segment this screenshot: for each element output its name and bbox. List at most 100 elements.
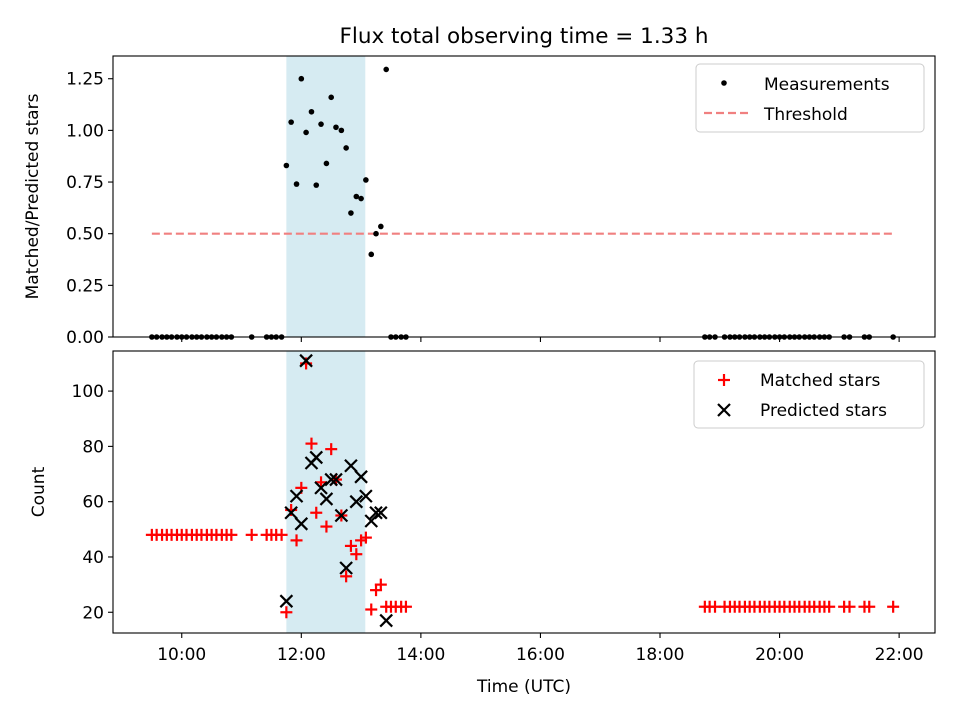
matched-star-point — [350, 548, 363, 561]
measurement-point — [348, 210, 354, 216]
measurement-point — [343, 145, 349, 151]
top-legend: Measurements Threshold — [695, 63, 925, 133]
measurement-point — [288, 119, 294, 125]
measurement-point — [303, 129, 309, 136]
bottom-y-tick-label: 60 — [82, 493, 104, 513]
legend-threshold-label: Threshold — [763, 105, 848, 125]
predicted-star-point — [299, 353, 313, 368]
measurement-point — [363, 177, 369, 183]
top-legend-box — [695, 63, 925, 133]
measurement-point — [318, 121, 324, 127]
top-y-tick-label: 0.00 — [66, 328, 104, 348]
bottom-x-ticks: 10:00 12:00 14:00 16:00 18:00 20:00 22:00 — [157, 633, 924, 665]
predicted-star-point — [324, 472, 338, 487]
measurement-point — [353, 193, 360, 200]
predicted-star-point — [369, 505, 383, 520]
matched-star-point — [340, 570, 353, 583]
top-axes-frame — [112, 55, 936, 338]
top-shaded-span — [286, 56, 366, 337]
top-y-tick-label: 0.50 — [66, 225, 104, 245]
predicted-star-point — [289, 489, 304, 503]
legend-predicted-marker — [717, 403, 731, 417]
matched-star-point — [863, 600, 876, 613]
matched-star-point — [365, 603, 378, 616]
bottom-x-tick-label: 22:00 — [875, 645, 924, 665]
predicted-star-point — [344, 458, 358, 473]
bottom-y-tick-label: 40 — [82, 548, 104, 568]
bottom-x-tick-label: 16:00 — [516, 645, 565, 665]
matched-star-point — [225, 528, 238, 541]
predicted-star-point — [334, 508, 349, 523]
measurement-point — [383, 66, 390, 73]
matched-star-point — [887, 600, 900, 613]
predicted-stars-points — [279, 353, 393, 628]
predicted-star-point — [279, 594, 294, 608]
predicted-star-point — [309, 450, 324, 465]
matched-star-point — [280, 606, 293, 619]
measurement-point — [373, 230, 379, 237]
matched-star-point — [374, 578, 387, 591]
measurement-point — [293, 181, 300, 187]
matched-star-point — [823, 600, 836, 613]
bottom-legend-box — [693, 360, 925, 429]
measurement-point — [308, 108, 315, 115]
figure-title: Flux total observing time = 1.33 h — [340, 24, 709, 49]
measurement-point — [368, 251, 375, 258]
measurement-point — [358, 195, 364, 202]
bottom-legend: Matched stars Predicted stars — [693, 360, 925, 429]
matched-star-point — [275, 528, 288, 541]
top-y-tick-label: 1.00 — [66, 121, 104, 141]
matched-star-point — [320, 520, 333, 533]
measurement-point — [338, 127, 345, 134]
bottom-axes-frame — [112, 350, 936, 634]
predicted-star-point — [359, 489, 373, 503]
top-y-tick-label: 0.25 — [66, 276, 104, 296]
measurement-point — [283, 162, 290, 169]
predicted-star-point — [284, 505, 298, 520]
matched-star-point — [325, 443, 338, 456]
predicted-star-point — [374, 505, 388, 520]
legend-measurements-label: Measurements — [764, 75, 890, 95]
legend-matched-marker — [718, 374, 730, 386]
measurement-point — [313, 182, 320, 188]
bottom-x-tick-label: 14:00 — [396, 645, 445, 665]
bottom-x-tick-label: 18:00 — [636, 645, 685, 665]
top-y-tick-label: 0.75 — [66, 173, 104, 193]
predicted-star-point — [314, 481, 328, 495]
predicted-star-point — [349, 494, 364, 509]
bottom-y-axis-label: Count — [29, 466, 49, 517]
matched-star-point — [245, 528, 258, 541]
bottom-x-tick-label: 20:00 — [755, 645, 804, 665]
bottom-y-tick-label: 80 — [82, 437, 104, 457]
legend-matched-label: Matched stars — [760, 371, 880, 391]
bottom-y-tick-label: 100 — [72, 382, 104, 402]
top-y-tick-label: 1.25 — [66, 70, 104, 90]
top-y-ticks: 0.00 0.25 0.50 0.75 1.00 1.25 — [66, 70, 113, 348]
measurement-point — [323, 160, 330, 167]
matched-star-point — [843, 600, 856, 613]
measurement-point — [378, 223, 384, 230]
predicted-star-point — [354, 470, 368, 484]
bottom-x-tick-label: 12:00 — [277, 645, 326, 665]
bottom-y-tick-label: 20 — [82, 603, 104, 623]
bottom-x-tick-label: 10:00 — [157, 645, 206, 665]
top-y-axis-label: Matched/Predicted stars — [23, 93, 43, 299]
measurement-point — [333, 124, 339, 131]
bottom-panel: 20 40 60 80 100 10:00 12:00 14:00 16:00 18:00 20:… — [29, 350, 936, 697]
x-axis-label: Time (UTC) — [476, 677, 571, 697]
measurement-point — [298, 75, 305, 82]
matched-star-point — [359, 531, 372, 544]
matched-star-point — [305, 437, 318, 450]
predicted-star-point — [294, 517, 309, 531]
predicted-star-point — [379, 613, 393, 628]
top-panel: 0.00 0.25 0.50 0.75 1.00 1.25 Matched/Predict… — [23, 55, 936, 348]
matched-star-point — [399, 600, 412, 613]
top-measurement-points — [149, 66, 896, 340]
predicted-star-point — [319, 492, 334, 506]
matched-star-point — [290, 534, 303, 547]
matched-star-point — [344, 539, 357, 552]
matched-star-point — [310, 506, 323, 519]
predicted-star-point — [329, 472, 343, 487]
predicted-star-point — [339, 561, 353, 575]
